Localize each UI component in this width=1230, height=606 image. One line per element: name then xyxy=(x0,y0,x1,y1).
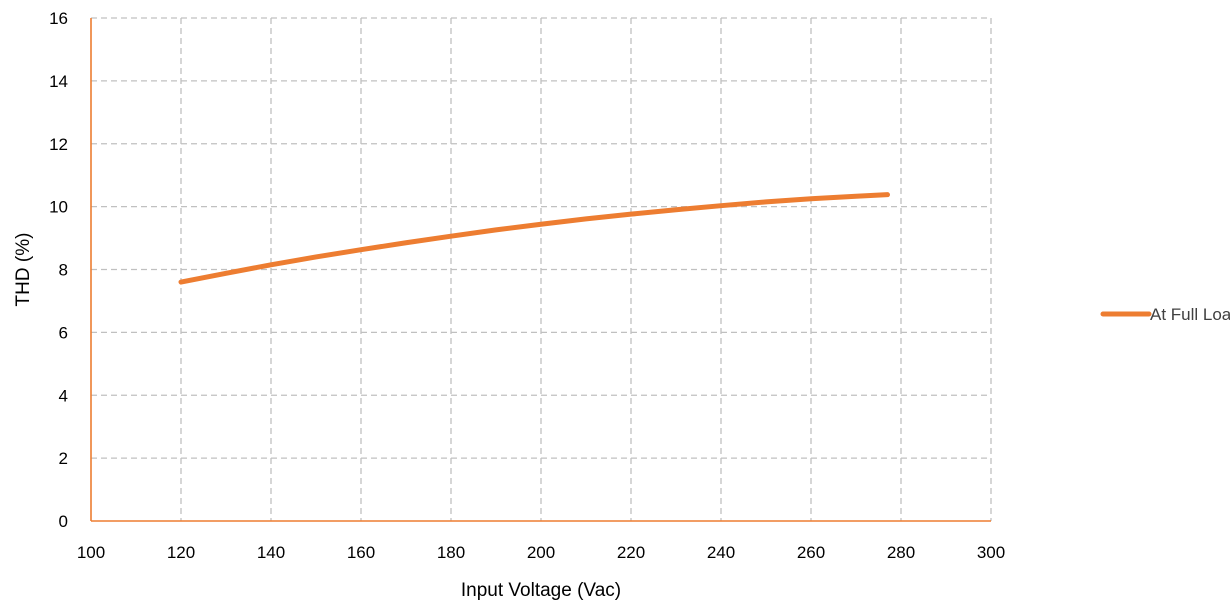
y-axis-title: THD (%) xyxy=(13,233,34,307)
y-tick-labels: 0 2 4 6 8 10 12 14 16 xyxy=(49,9,68,531)
y-tick-label: 10 xyxy=(49,198,68,217)
y-tick-label: 6 xyxy=(59,323,68,342)
series-layer xyxy=(178,192,890,285)
x-tick-label: 300 xyxy=(977,543,1005,562)
x-axis-title: Input Voltage (Vac) xyxy=(461,580,621,601)
y-tick-label: 8 xyxy=(59,261,68,280)
y-tick-label: 0 xyxy=(59,512,68,531)
y-tick-label: 16 xyxy=(49,9,68,28)
series-line-0 xyxy=(178,192,890,285)
x-tick-label: 240 xyxy=(707,543,735,562)
x-tick-label: 100 xyxy=(77,543,105,562)
y-tick-label: 12 xyxy=(49,135,68,154)
x-tick-label: 280 xyxy=(887,543,915,562)
x-tick-label: 120 xyxy=(167,543,195,562)
x-tick-label: 180 xyxy=(437,543,465,562)
x-tick-label: 160 xyxy=(347,543,375,562)
x-tick-labels: 100 120 140 160 180 200 220 240 260 280 300 xyxy=(77,543,1005,562)
x-tick-label: 260 xyxy=(797,543,825,562)
x-tick-label: 140 xyxy=(257,543,285,562)
y-tick-label: 4 xyxy=(59,386,68,405)
legend-label: At Full Load xyxy=(1150,305,1230,324)
legend: At Full Load xyxy=(1100,305,1230,324)
y-tick-label: 2 xyxy=(59,449,68,468)
x-tick-label: 200 xyxy=(527,543,555,562)
y-tick-label: 14 xyxy=(49,72,68,91)
x-tick-label: 220 xyxy=(617,543,645,562)
